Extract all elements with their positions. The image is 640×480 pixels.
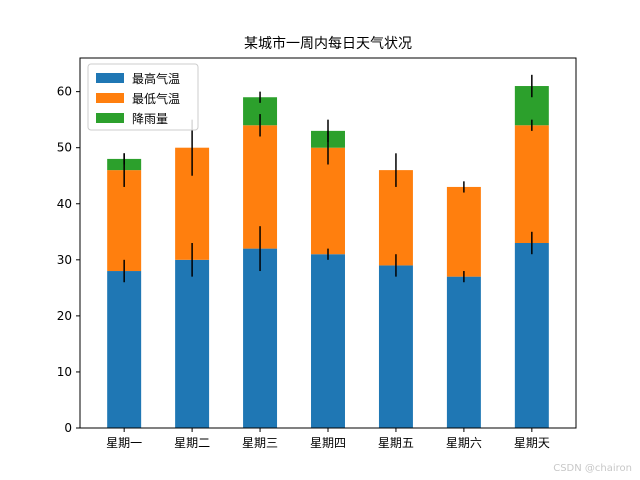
legend-swatch-1 <box>96 73 124 83</box>
legend-label-2: 最低气温 <box>132 91 180 106</box>
x-tick-label-6: 星期六 <box>446 436 482 450</box>
x-tick-label-1: 星期一 <box>106 436 142 450</box>
x-tick-label-3: 星期三 <box>242 436 278 450</box>
watermark: CSDN @chairon <box>553 463 632 474</box>
bar-1-1 <box>107 271 142 428</box>
y-tick-label-6: 50 <box>57 141 72 155</box>
bars-layer <box>107 86 549 428</box>
x-tick-label-5: 星期五 <box>378 436 414 450</box>
axes-layer: 0 10 20 30 40 50 60 星期一 星期二 星期三 星期四 星期五 星期六 星期天 <box>57 57 577 450</box>
y-tick-label-5: 40 <box>57 197 72 211</box>
bar-1-7 <box>514 243 549 428</box>
legend-label-3: 降雨量 <box>132 112 168 126</box>
x-tick-label-7: 星期天 <box>514 436 550 450</box>
bar-1-2 <box>175 259 210 428</box>
y-tick-label-1: 0 <box>64 421 72 435</box>
bar-2-4 <box>311 147 345 255</box>
bar-2-7 <box>514 125 549 243</box>
bar-1-4 <box>311 254 345 428</box>
x-tick-label-2: 星期二 <box>174 436 210 450</box>
legend-swatch-2 <box>96 93 124 103</box>
chart-title: 某城市一周内每日天气状况 <box>244 35 412 52</box>
x-tick-label-4: 星期四 <box>310 436 346 450</box>
y-tick-label-7: 60 <box>57 85 72 99</box>
legend-label-1: 最高气温 <box>132 71 180 86</box>
y-tick-label-2: 10 <box>57 365 72 379</box>
bar-1-5 <box>378 265 413 428</box>
y-tick-label-3: 20 <box>57 309 72 323</box>
y-tick-label-4: 30 <box>57 253 72 267</box>
bar-1-6 <box>446 276 481 428</box>
legend-swatch-3 <box>96 113 124 123</box>
bar-1-3 <box>243 248 278 428</box>
bar-2-6 <box>446 186 481 277</box>
error-bars-layer <box>123 74 533 283</box>
